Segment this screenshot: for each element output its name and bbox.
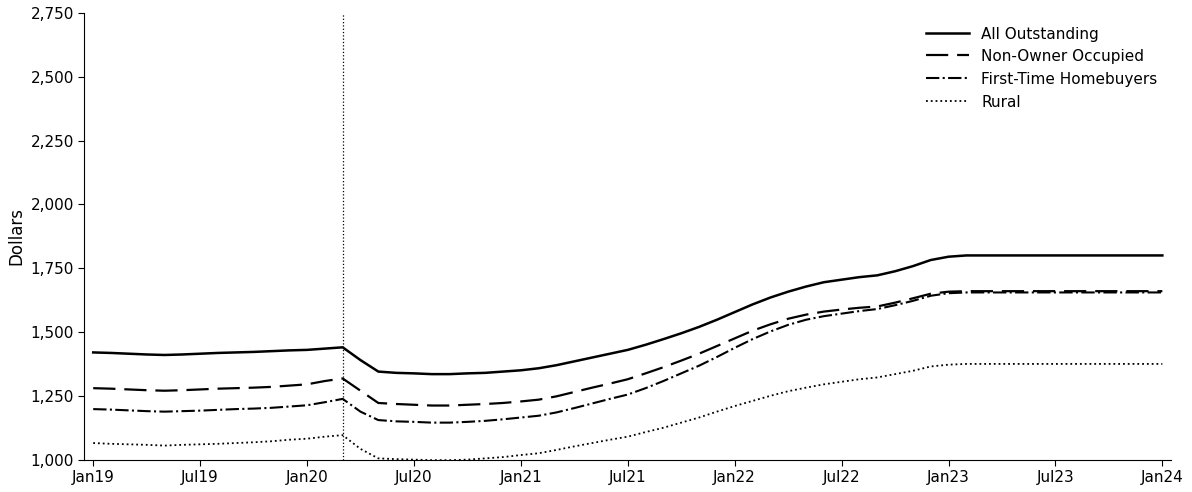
Legend: All Outstanding, Non-Owner Occupied, First-Time Homebuyers, Rural: All Outstanding, Non-Owner Occupied, Fir… bbox=[920, 21, 1163, 116]
Rural bbox=[86, 440, 100, 446]
All Outstanding bbox=[1048, 252, 1062, 258]
All Outstanding bbox=[675, 330, 689, 336]
First-Time Homebuyers bbox=[424, 420, 439, 426]
Rural bbox=[1155, 361, 1169, 367]
All Outstanding bbox=[335, 344, 349, 350]
First-Time Homebuyers bbox=[86, 406, 100, 412]
First-Time Homebuyers bbox=[960, 289, 974, 295]
Non-Owner Occupied bbox=[335, 375, 349, 381]
First-Time Homebuyers bbox=[335, 396, 349, 402]
All Outstanding bbox=[745, 302, 759, 308]
Rural bbox=[478, 456, 492, 461]
Line: All Outstanding: All Outstanding bbox=[93, 255, 1162, 374]
Line: Rural: Rural bbox=[93, 364, 1162, 460]
All Outstanding bbox=[86, 349, 100, 355]
All Outstanding bbox=[960, 252, 974, 258]
Line: Non-Owner Occupied: Non-Owner Occupied bbox=[93, 291, 1162, 405]
Rural bbox=[745, 398, 759, 404]
Non-Owner Occupied bbox=[1155, 288, 1169, 294]
Non-Owner Occupied bbox=[745, 328, 759, 334]
First-Time Homebuyers bbox=[1048, 289, 1062, 295]
Rural bbox=[335, 432, 349, 438]
Y-axis label: Dollars: Dollars bbox=[7, 207, 25, 265]
Rural bbox=[300, 436, 315, 442]
Line: First-Time Homebuyers: First-Time Homebuyers bbox=[93, 292, 1162, 423]
Non-Owner Occupied bbox=[300, 381, 315, 387]
Rural bbox=[1048, 361, 1062, 367]
All Outstanding bbox=[300, 347, 315, 353]
First-Time Homebuyers bbox=[675, 370, 689, 376]
All Outstanding bbox=[1155, 252, 1169, 258]
First-Time Homebuyers bbox=[300, 402, 315, 408]
First-Time Homebuyers bbox=[478, 418, 492, 424]
First-Time Homebuyers bbox=[745, 336, 759, 342]
All Outstanding bbox=[478, 370, 492, 376]
All Outstanding bbox=[424, 371, 439, 377]
Rural bbox=[675, 420, 689, 426]
Rural bbox=[424, 457, 439, 463]
First-Time Homebuyers bbox=[1155, 289, 1169, 295]
Rural bbox=[960, 361, 974, 367]
Non-Owner Occupied bbox=[478, 401, 492, 407]
Non-Owner Occupied bbox=[86, 385, 100, 391]
Non-Owner Occupied bbox=[424, 402, 439, 408]
Non-Owner Occupied bbox=[960, 288, 974, 294]
Non-Owner Occupied bbox=[675, 358, 689, 364]
Non-Owner Occupied bbox=[1048, 288, 1062, 294]
